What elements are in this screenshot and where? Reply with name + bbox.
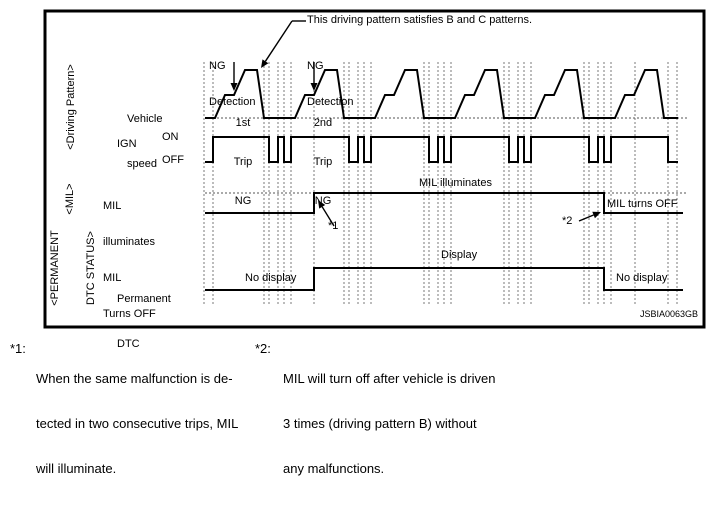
timing-diagram-canvas [43,9,706,329]
mil-illuminates-text: MIL illuminates [419,177,492,189]
trip1-label: 1st Trip NG [229,91,257,234]
mil-turns-off-text: MIL turns OFF [607,198,678,210]
ref-star2: *2 [562,215,573,227]
ref1-arrow-head [318,200,326,209]
annotation-leader-arrow [264,20,293,62]
axis-label-mil: <MIL> [64,183,76,215]
axis-label-permanent-dtc-line1: <PERMANENT [49,230,61,306]
ng-detection-label-2: NG Detection [307,36,353,132]
ref1-arrow [321,206,335,227]
vehicle-speed-label-line2: speed [127,158,157,170]
footnote2-line3: any malfunctions. [283,461,385,476]
footnote2-line1: MIL will turn off after vehicle is drive… [283,371,496,386]
ref2-arrow-head [592,211,601,219]
footnote1-line1: When the same malfunction is de- [36,371,233,386]
dtc-waveform [205,267,683,291]
mil-state-line2: illuminates [103,236,155,248]
permanent-dtc-label-line1: Permanent [117,293,171,305]
ng-detection-2-line2: Detection [307,96,354,108]
ng-detection-1-line1: NG [209,60,226,72]
axis-label-driving-pattern: <Driving Pattern> [65,64,77,150]
dtc-no-display-left-text: No display [245,272,297,284]
trip2-line1: 2nd [313,117,333,129]
ign-on-label: ON [162,131,179,143]
ign-off-label: OFF [162,154,184,166]
ng-detection-1-line2: Detection [209,96,256,108]
axis-label-permanent-dtc-line2: DTC STATUS> [85,231,97,305]
diagram-border [43,9,706,329]
footnote1-text: When the same malfunction is de- tected … [36,341,238,506]
ref-star1: *1 [328,220,339,232]
ng-detection-arrow-1-head [230,83,238,91]
annotation-b-and-c-patterns: This driving pattern satisfies B and C p… [307,14,532,26]
mil-state-line4: Turns OFF [103,308,156,320]
ng-detection-arrow-2-head [310,83,318,91]
footnote2-line2: 3 times (driving pattern B) without [283,416,477,431]
mil-state-line1: MIL [103,200,122,212]
vehicle-speed-label-line1: Vehicle [127,113,163,125]
timing-diagram-figure: This driving pattern satisfies B and C p… [10,9,706,476]
vehicle-speed-waveform [205,69,678,119]
dtc-no-display-right-text: No display [616,272,668,284]
footnote1-line2: tected in two consecutive trips, MIL [36,416,239,431]
mil-state-line3: MIL [103,272,122,284]
ign-waveform [205,136,678,163]
ng-detection-2-line1: NG [307,60,324,72]
ref2-arrow [578,214,594,222]
annotation-leader-arrow-head [261,59,269,68]
ign-label: IGN [117,138,137,150]
mil-state-label: MIL illuminates MIL Turns OFF [103,176,156,344]
trip2-line2: Trip [313,156,333,168]
trip1-line2: Trip [233,156,253,168]
footnote1-ref: *1: [10,341,26,356]
mil-waveform [205,192,683,214]
page: { "title_annotation": "This driving patt… [10,9,706,476]
trip2-line3: NG [314,195,332,207]
footnote1-line3: will illuminate. [36,461,117,476]
ng-detection-label-1: NG Detection [209,36,255,132]
permanent-dtc-label-line2: DTC [117,338,140,350]
dtc-display-text: Display [441,249,478,261]
vehicle-speed-label: Vehicle speed [127,82,162,202]
trip2-label: 2nd Trip NG [309,91,337,234]
footnote2-ref: *2: [255,341,271,356]
permanent-dtc-label: Permanent DTC [117,262,171,382]
trip1-line3: NG [234,195,252,207]
trip1-line1: 1st [235,117,251,129]
footnote2-text: MIL will turn off after vehicle is drive… [283,341,495,506]
figure-code: JSBIA0063GB [639,309,698,319]
